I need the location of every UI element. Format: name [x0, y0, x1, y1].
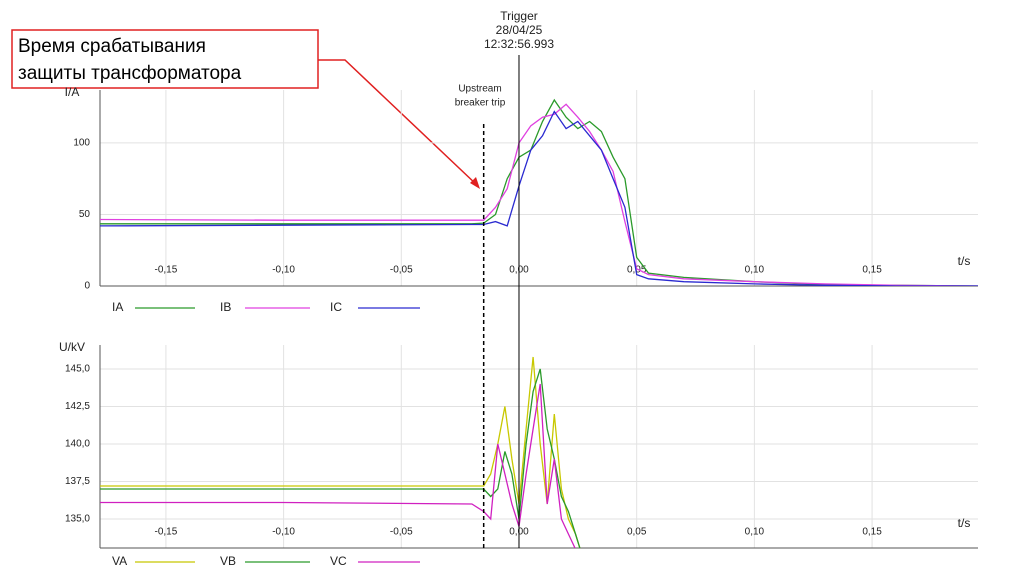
trip-label: breaker trip	[455, 98, 506, 109]
y-tick-label: 50	[79, 209, 91, 220]
plot-area	[100, 356, 581, 548]
series-line	[100, 368, 581, 548]
x-tick-label: 0,10	[745, 527, 765, 538]
series-line	[100, 98, 978, 286]
x-tick-label: -0,15	[155, 265, 178, 276]
x-tick-label: 0,05	[627, 265, 647, 276]
series-line	[100, 103, 978, 286]
x-tick-label: 0,05	[627, 527, 647, 538]
x-axis-label: t/s	[958, 254, 971, 268]
y-tick-label: 140,0	[65, 439, 90, 450]
x-tick-label: 0,15	[862, 265, 882, 276]
note-arrow	[318, 59, 479, 187]
legend-label: VA	[112, 554, 127, 568]
plot-area	[100, 98, 978, 286]
series-line	[100, 110, 978, 286]
arrow-head	[470, 177, 480, 189]
y-tick-label: 100	[73, 138, 90, 149]
note-box	[11, 29, 319, 89]
y-tick-label: 135,0	[65, 514, 90, 525]
trigger-date: 28/04/25	[496, 23, 543, 37]
x-tick-label: -0,10	[272, 265, 295, 276]
y-tick-label: 137,5	[65, 476, 90, 487]
y-axis-label: U/kV	[59, 340, 85, 354]
note-line: защиты трансформатора	[18, 63, 242, 84]
legend-label: VC	[330, 554, 347, 568]
y-tick-label: 145,0	[65, 364, 90, 375]
trip-label: Upstream	[458, 84, 501, 95]
x-tick-label: -0,10	[272, 527, 295, 538]
x-tick-label: -0,05	[390, 527, 413, 538]
trigger-time: 12:32:56.993	[484, 37, 554, 51]
legend-label: IC	[330, 300, 342, 314]
x-tick-label: 0,10	[745, 265, 765, 276]
x-tick-label: -0,15	[155, 527, 178, 538]
legend-label: IA	[112, 300, 123, 314]
y-axis-label: I/A	[65, 85, 80, 99]
note-line: Время срабатывания	[18, 36, 206, 57]
x-tick-label: 0,15	[862, 527, 882, 538]
series-line	[100, 383, 576, 548]
trigger-label: Trigger	[500, 9, 538, 23]
legend-label: VB	[220, 554, 236, 568]
x-axis-label: t/s	[958, 516, 971, 530]
y-tick-label: 142,5	[65, 401, 90, 412]
x-tick-label: -0,05	[390, 265, 413, 276]
y-tick-label: 0	[84, 281, 90, 292]
series-line	[100, 356, 581, 548]
legend-label: IB	[220, 300, 231, 314]
